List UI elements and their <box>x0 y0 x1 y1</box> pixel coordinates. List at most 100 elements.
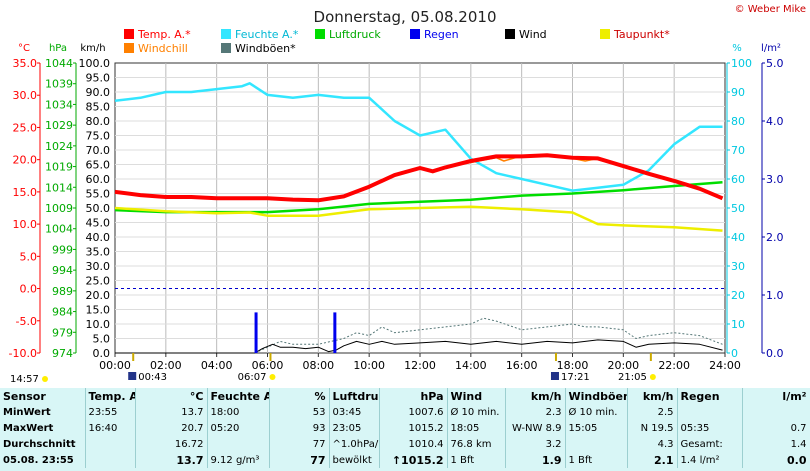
wind-tick-label: 10.0 <box>86 318 111 331</box>
humidity-tick-label: 0 <box>731 347 738 360</box>
pressure-tick-label: 1019 <box>45 161 73 174</box>
humidity-tick-label: 90 <box>731 86 745 99</box>
rain-tick-label: 2.0 <box>766 231 784 244</box>
pressure-tick-label: 1009 <box>45 202 73 215</box>
table-cell: 1.4 l/m² <box>677 452 743 468</box>
copyright-label: © Weber Mike <box>735 4 806 15</box>
x-tick-label: 14:00 <box>455 359 487 372</box>
pressure-tick-label: 1044 <box>45 57 73 70</box>
humidity-tick-label: 80 <box>731 115 745 128</box>
table-cell: 1007.6 <box>379 404 448 420</box>
table-header-cell: Sensor <box>0 388 86 404</box>
pressure-axis-unit: hPa <box>49 43 67 54</box>
temp-tick-label: 30.0 <box>13 89 38 102</box>
table-cell: 18:05 <box>447 420 506 436</box>
pressure-tick-label: 1004 <box>45 223 73 236</box>
humidity-tick-label: 10 <box>731 318 745 331</box>
wind-tick-label: 85.0 <box>86 101 111 114</box>
table-cell: Gesamt: <box>677 436 743 452</box>
wind-tick-label: 100.0 <box>79 57 111 70</box>
x-tick-label: 18:00 <box>557 359 589 372</box>
wind-tick-label: 15.0 <box>86 304 111 317</box>
table-cell <box>85 436 136 452</box>
pressure-tick-label: 984 <box>52 306 73 319</box>
rain-bar <box>333 312 337 353</box>
table-cell: 1.9 <box>505 452 566 468</box>
table-cell: 05.08. 23:55 <box>0 452 86 468</box>
table-cell: Ø 10 min. <box>447 404 506 420</box>
temp-axis-unit: °C <box>18 43 30 54</box>
table-cell: 53 <box>269 404 330 420</box>
rain-tick-label: 1.0 <box>766 289 784 302</box>
table-cell: 13.7 <box>135 404 208 420</box>
rain-axis-unit: l/m² <box>761 43 781 54</box>
x-tick-label: 24:00 <box>709 359 741 372</box>
table-cell: 93 <box>269 420 330 436</box>
pressure-tick-label: 1014 <box>45 181 73 194</box>
wind-tick-label: 90.0 <box>86 86 111 99</box>
legend-swatch <box>410 29 420 39</box>
legend-swatch <box>221 29 231 39</box>
table-header-cell: Feuchte A. <box>207 388 270 404</box>
table-header-cell: l/m² <box>742 388 810 404</box>
wind-tick-label: 60.0 <box>86 173 111 186</box>
table-cell: W-NW 8.9 <box>505 420 566 436</box>
table-cell: 0.7 <box>742 420 810 436</box>
weather-chart: Donnerstag, 05.08.2010 © Weber Mike °C h… <box>9 4 806 385</box>
table-cell: 76.8 km <box>447 436 506 452</box>
legend-swatch <box>124 43 134 53</box>
legend-swatch <box>600 29 610 39</box>
table-row: Durchschnitt 16.72 77^1.0hPa/h1010.476.8 k… <box>0 436 810 452</box>
table-cell: 03:45 <box>329 404 380 420</box>
wind-tick-label: 0.0 <box>93 347 111 360</box>
chart-title: Donnerstag, 05.08.2010 <box>314 8 497 26</box>
rain-tick-label: 4.0 <box>766 115 784 128</box>
table-cell: ^1.0hPa/h <box>329 436 380 452</box>
x-tick-label: 16:00 <box>506 359 538 372</box>
legend-label: Windböen* <box>235 42 296 55</box>
humidity-tick-label: 40 <box>731 231 745 244</box>
table-cell: 2.5 <box>627 404 678 420</box>
humidity-tick-label: 20 <box>731 289 745 302</box>
table-header-cell: hPa <box>379 388 448 404</box>
table-cell: Ø 10 min. <box>565 404 628 420</box>
rain-tick-label: 5.0 <box>766 57 784 70</box>
legend: Temp. A.* Feuchte A.* Luftdruck Regen Wind Ta… <box>124 28 670 55</box>
x-tick-label: 00:00 <box>99 359 131 372</box>
pressure-tick-label: 1039 <box>45 78 73 91</box>
series-feuchte-a <box>114 82 723 192</box>
table-cell: 1 Bft <box>447 452 506 468</box>
table-header-cell: Wind <box>447 388 506 404</box>
x-tick-label: 22:00 <box>658 359 690 372</box>
current-time-label: 14:57 <box>10 374 39 385</box>
temp-tick-label: 25.0 <box>13 121 38 134</box>
table-cell: 1010.4 <box>379 436 448 452</box>
sun-moon-timeline: 14:57 00:43 06:07 17:21 21:05 <box>10 353 656 385</box>
humidity-tick-label: 70 <box>731 144 745 157</box>
table-cell: 3.2 <box>505 436 566 452</box>
legend-label: Wind <box>519 28 547 41</box>
table-cell: 15:05 <box>565 420 628 436</box>
wind-tick-label: 45.0 <box>86 217 111 230</box>
table-cell: Durchschnitt <box>0 436 86 452</box>
humidity-tick-label: 100 <box>731 57 752 70</box>
x-tick-label: 06:00 <box>252 359 284 372</box>
table-header-cell: °C <box>135 388 208 404</box>
temp-tick-label: 5.0 <box>20 250 38 263</box>
table-row: 05.08. 23:55 13.7 9.12 g/m³ 77 bewölkt ↑1015.… <box>0 452 810 468</box>
temp-tick-label: 0.0 <box>20 283 38 296</box>
table-cell: 4.3 <box>627 436 678 452</box>
table-cell <box>85 452 136 468</box>
table-cell: 20.7 <box>135 420 208 436</box>
legend-swatch <box>505 29 515 39</box>
pressure-tick-label: 1024 <box>45 140 73 153</box>
legend-label: Regen <box>424 28 459 41</box>
wind-tick-label: 50.0 <box>86 202 111 215</box>
rain-tick-label: 0.0 <box>766 347 784 360</box>
x-tick-label: 12:00 <box>404 359 436 372</box>
moon-icon <box>128 372 137 380</box>
table-cell: 9.12 g/m³ <box>207 452 270 468</box>
x-tick-label: 10:00 <box>353 359 385 372</box>
pressure-tick-label: 999 <box>52 243 73 256</box>
